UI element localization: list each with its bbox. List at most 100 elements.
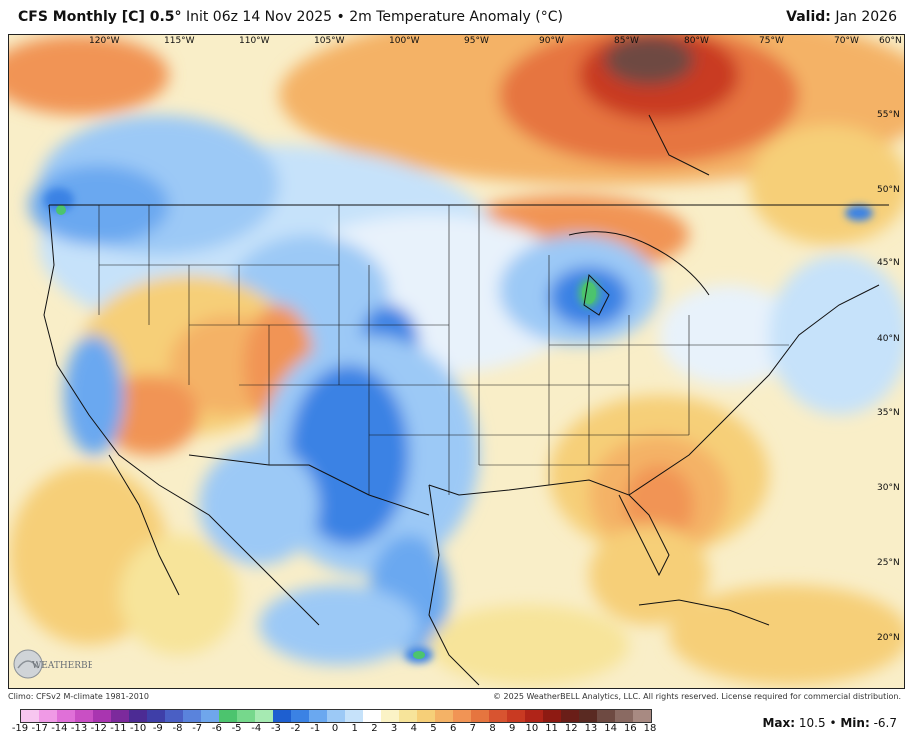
- color-scale-tick-label: 14: [604, 723, 617, 734]
- init-time: Init 06z 14 Nov 2025: [185, 9, 333, 25]
- latitude-labels: 55°N 50°N 45°N 40°N 35°N 30°N 25°N 20°N: [877, 110, 900, 643]
- pacific-coastline: [43, 204, 320, 626]
- copyright-note: © 2025 WeatherBELL Analytics, LLC. All r…: [493, 692, 901, 701]
- color-swatch: [21, 710, 39, 722]
- color-swatch: [183, 710, 201, 722]
- lon-label: 85°W: [614, 36, 639, 46]
- color-swatch: [561, 710, 579, 722]
- color-swatch: [489, 710, 507, 722]
- color-scale-tick-label: -3: [270, 723, 281, 734]
- color-scale-tick-label: 9: [509, 723, 516, 734]
- map-title: CFS Monthly [C] 0.5° Init 06z 14 Nov 202…: [18, 9, 563, 25]
- color-swatch: [381, 710, 399, 722]
- maxmin-separator: •: [829, 716, 837, 730]
- green-cold-spot: [56, 205, 66, 215]
- longitude-labels: 120°W 115°W 110°W 105°W 100°W 95°W 90°W …: [89, 36, 902, 46]
- color-swatch: [525, 710, 543, 722]
- lon-label: 75°W: [759, 36, 784, 46]
- color-swatch: [111, 710, 129, 722]
- color-scale-tick-label: 18: [643, 723, 657, 734]
- color-swatch: [255, 710, 273, 722]
- green-cold-spot: [413, 651, 425, 659]
- mexico-gulf-coast: [428, 484, 480, 686]
- weatherbell-logo: WEATHERBELL: [12, 644, 106, 688]
- color-scale-tick-label: -5: [231, 723, 242, 734]
- hudson-bay-coast: [648, 114, 710, 176]
- color-swatch: [201, 710, 219, 722]
- valid-label: Valid:: [786, 9, 831, 25]
- color-swatch: [417, 710, 435, 722]
- lat-label: 45°N: [877, 258, 900, 268]
- color-scale-tick-label: 6: [449, 723, 457, 734]
- lat-label: 35°N: [877, 408, 900, 418]
- color-scale-tick-label: 3: [390, 723, 398, 734]
- state-horizontals: [99, 264, 789, 466]
- color-swatch: [39, 710, 57, 722]
- lat-label: 20°N: [877, 633, 900, 643]
- color-scale-tick-label: 16: [623, 723, 637, 734]
- color-scale-tick-label: -8: [172, 723, 183, 734]
- degree-symbol: °: [174, 9, 182, 25]
- title-bullet: •: [336, 9, 345, 25]
- model-name: CFS Monthly [C] 0.5: [18, 9, 175, 25]
- color-swatch: [597, 710, 615, 722]
- color-scale-tick-label: 2: [371, 723, 378, 734]
- state-lines: [98, 205, 789, 495]
- color-scale-tick-label: -13: [70, 723, 88, 734]
- lat-label: 55°N: [877, 110, 900, 120]
- color-swatch: [435, 710, 453, 722]
- color-swatch: [543, 710, 561, 722]
- color-swatch: [327, 710, 345, 722]
- max-min-readout: Max: 10.5 • Min: -6.7: [762, 716, 897, 730]
- baja-peninsula: [108, 454, 180, 596]
- color-scale-tick-label: -4: [251, 723, 262, 734]
- great-lakes-outline: [568, 231, 710, 296]
- color-swatch: [147, 710, 165, 722]
- color-scale-tick-label: -9: [152, 723, 163, 734]
- color-swatch: [309, 710, 327, 722]
- color-scale-bar: [20, 709, 652, 723]
- color-swatch: [453, 710, 471, 722]
- lon-label: 105°W: [314, 36, 345, 46]
- color-scale-tick-label: 13: [584, 723, 598, 734]
- color-scale-tick-label: 0: [331, 723, 339, 734]
- color-swatch: [579, 710, 597, 722]
- color-scale-tick-label: 11: [545, 723, 558, 734]
- color-scale-tick-label: -14: [51, 723, 68, 734]
- lon-label: 90°W: [539, 36, 564, 46]
- color-swatch: [273, 710, 291, 722]
- max-label: Max:: [762, 716, 796, 730]
- color-scale-tick-label: 7: [469, 723, 476, 734]
- lon-label: 100°W: [389, 36, 420, 46]
- valid-value: Jan 2026: [835, 9, 897, 25]
- color-scale-tick-label: -7: [192, 723, 203, 734]
- min-label: Min:: [840, 716, 870, 730]
- color-scale-tick-label: -6: [211, 723, 222, 734]
- cuba-outline: [638, 599, 770, 626]
- color-swatch: [633, 710, 651, 722]
- color-swatch: [471, 710, 489, 722]
- color-scale-tick-label: -11: [110, 723, 127, 734]
- lon-label: 110°W: [239, 36, 270, 46]
- lat-label: 50°N: [877, 185, 900, 195]
- color-swatch: [345, 710, 363, 722]
- color-swatch: [291, 710, 309, 722]
- atlantic-coastline: [628, 284, 880, 496]
- lon-label: 95°W: [464, 36, 489, 46]
- field-name: 2m Temperature Anomaly (°C): [349, 9, 563, 25]
- max-value: 10.5: [798, 716, 826, 730]
- color-swatch: [237, 710, 255, 722]
- color-scale-tick-label: -10: [129, 723, 147, 734]
- lat-label: 60°N: [879, 36, 902, 46]
- lon-label: 80°W: [684, 36, 709, 46]
- mexico-border: [188, 454, 430, 516]
- color-swatch: [165, 710, 183, 722]
- lon-label: 120°W: [89, 36, 120, 46]
- color-swatch: [57, 710, 75, 722]
- color-scale-tick-label: -1: [310, 723, 321, 734]
- color-swatch: [129, 710, 147, 722]
- color-swatch: [363, 710, 381, 722]
- min-value: -6.7: [873, 716, 897, 730]
- color-swatch: [399, 710, 417, 722]
- color-swatch: [615, 710, 633, 722]
